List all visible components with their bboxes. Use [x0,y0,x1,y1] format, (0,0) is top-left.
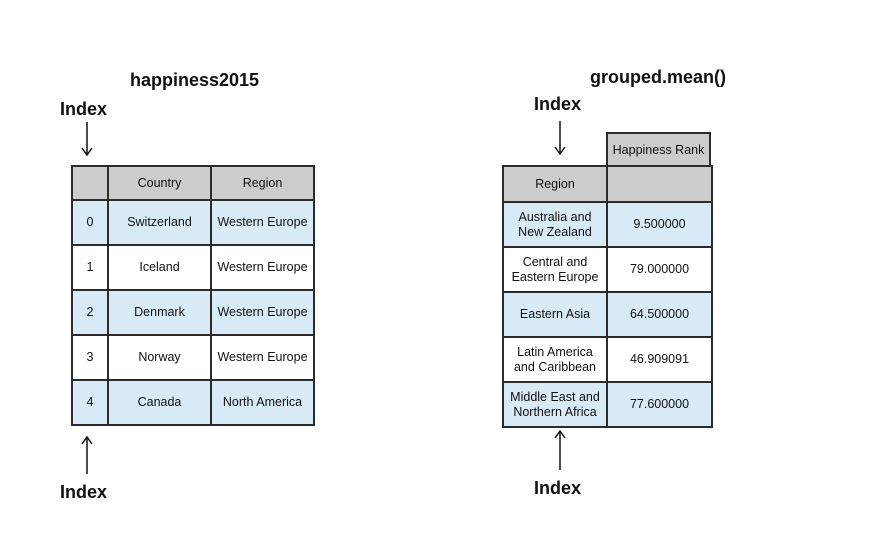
left-dataframe-table: Country Region 0 Switzerland Western Eur… [71,165,315,426]
table-row: Latin America and Caribbean 46.909091 [502,336,713,383]
up-arrow-icon [81,436,93,474]
mean-value-cell: 64.500000 [606,291,713,338]
table-header-row: Region [502,165,713,203]
country-cell: Switzerland [107,199,212,246]
index-header-cell [71,165,109,201]
down-arrow-icon [554,121,566,156]
table-row: 3 Norway Western Europe [71,334,315,381]
region-cell: Western Europe [210,199,315,246]
mean-value-cell: 9.500000 [606,201,713,248]
region-cell: Western Europe [210,244,315,291]
region-index-cell: Australia and New Zealand [502,201,608,248]
table-row: Eastern Asia 64.500000 [502,291,713,338]
column-header-blank [606,165,713,203]
table-row: 1 Iceland Western Europe [71,244,315,291]
table-row: 0 Switzerland Western Europe [71,199,315,246]
country-cell: Iceland [107,244,212,291]
country-cell: Norway [107,334,212,381]
right-table-title: grouped.mean() [590,67,727,87]
right-index-label-bottom: Index [534,478,582,498]
mean-value-cell: 77.600000 [606,381,713,428]
table-row: Australia and New Zealand 9.500000 [502,201,713,248]
up-arrow-icon [554,430,566,470]
mean-value-cell: 46.909091 [606,336,713,383]
country-cell: Canada [107,379,212,426]
table-row: Middle East and Northern Africa 77.60000… [502,381,713,428]
country-cell: Denmark [107,289,212,336]
region-cell: Western Europe [210,289,315,336]
index-cell: 3 [71,334,109,381]
index-header-region: Region [502,165,608,203]
right-index-label-top: Index [534,94,582,114]
table-row: 2 Denmark Western Europe [71,289,315,336]
down-arrow-icon [81,122,93,157]
table-row: 4 Canada North America [71,379,315,426]
region-index-cell: Central and Eastern Europe [502,246,608,293]
region-index-cell: Eastern Asia [502,291,608,338]
index-cell: 4 [71,379,109,426]
table-row: Central and Eastern Europe 79.000000 [502,246,713,293]
region-index-cell: Middle East and Northern Africa [502,381,608,428]
index-cell: 0 [71,199,109,246]
index-cell: 1 [71,244,109,291]
mean-value-cell: 79.000000 [606,246,713,293]
region-cell: Western Europe [210,334,315,381]
region-cell: North America [210,379,315,426]
index-cell: 2 [71,289,109,336]
column-header-region: Region [210,165,315,201]
table-header-row: Country Region [71,165,315,201]
left-table-title: happiness2015 [130,70,260,90]
column-header-country: Country [107,165,212,201]
right-grouped-mean-table: Region Australia and New Zealand 9.50000… [502,165,713,428]
left-index-label-top: Index [60,99,108,119]
column-header-happiness-rank: Happiness Rank [606,132,711,165]
left-index-label-bottom: Index [60,482,108,502]
region-index-cell: Latin America and Caribbean [502,336,608,383]
